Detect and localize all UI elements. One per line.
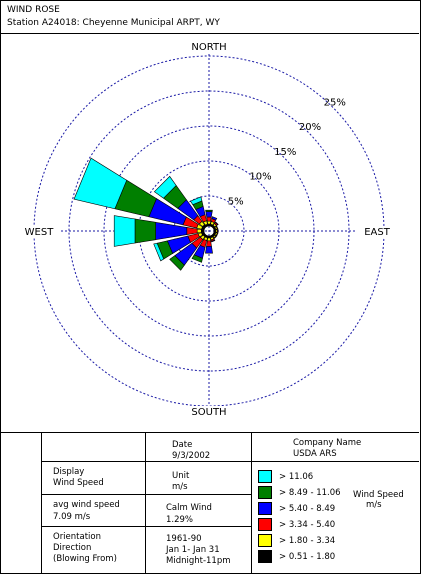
compass-label-bg	[189, 406, 229, 418]
table-divider	[41, 494, 251, 495]
blowing-from-label: (Blowing From)	[53, 554, 117, 564]
petal-ene-bin3	[215, 225, 219, 230]
petal-s-bin2	[205, 246, 213, 254]
legend-label: > 8.49 - 11.06	[279, 488, 341, 498]
petal-s-bin4	[207, 237, 211, 242]
petal-n-bin2	[205, 211, 213, 218]
petal-sse-bin2	[211, 239, 216, 243]
table-divider	[41, 526, 251, 527]
compass-label-bg	[189, 41, 229, 53]
compass-label-bg	[357, 226, 397, 238]
petal-e-bin5	[213, 229, 217, 233]
legend-label: > 1.80 - 3.34	[279, 536, 336, 546]
ring-label: 15%	[274, 147, 296, 158]
petal-w-bin3	[186, 227, 198, 235]
legend-swatch	[258, 470, 272, 483]
direction-label: Direction	[53, 543, 92, 553]
petal-s-bin3	[206, 240, 212, 247]
header: WIND ROSE Station A24018: Cheyenne Munic…	[1, 1, 419, 34]
display-label-2: Wind Speed	[53, 478, 104, 488]
ring-label: 5%	[228, 196, 244, 207]
table-divider	[41, 433, 42, 573]
legend-unit: m/s	[366, 500, 382, 510]
petal-sw-bin1	[169, 255, 185, 271]
period-years: 1961-90	[166, 534, 202, 544]
ring-label: 25%	[324, 97, 346, 108]
table-divider	[251, 461, 419, 462]
info-table: Date 9/3/2002 Company Name USDA ARS Disp…	[1, 432, 419, 573]
compass-label: EAST	[364, 227, 391, 238]
legend-swatch	[258, 502, 272, 515]
ring-label: 20%	[299, 122, 321, 133]
table-divider	[145, 433, 146, 573]
petal-w-bin0	[113, 215, 136, 247]
legend: > 11.06 > 8.49 - 11.06 > 5.40 - 8.49 > 3…	[252, 462, 419, 572]
chart-title: WIND ROSE	[7, 5, 60, 15]
calm-wind-value: 1.29%	[166, 515, 194, 525]
petal-n-bin1	[205, 209, 213, 212]
unit-label: Unit	[172, 471, 190, 481]
station-label: Station A24018: Cheyenne Municipal ARPT,…	[7, 18, 220, 28]
calm-wind-label: Calm Wind	[166, 503, 212, 513]
petal-s-bin5	[207, 235, 211, 239]
avg-wind-label: avg wind speed	[53, 500, 120, 510]
ring-label: 10%	[249, 172, 271, 183]
petal-n-bin4	[207, 220, 211, 225]
date-value: 9/3/2002	[172, 451, 211, 461]
table-divider	[251, 433, 252, 573]
petal-ese-bin3	[215, 232, 219, 237]
orientation-label: Orientation	[53, 532, 101, 542]
company-value: USDA ARS	[293, 449, 337, 459]
legend-label: > 5.40 - 8.49	[279, 504, 336, 514]
petal-nnw-bin0	[190, 196, 203, 206]
petal-wsw-bin0	[153, 242, 165, 262]
petal-nne-bin2	[211, 216, 218, 221]
legend-swatch	[258, 534, 272, 547]
period-hours: Midnight-11pm	[166, 556, 231, 566]
compass-label: NORTH	[191, 42, 226, 53]
petal-n-bin5	[207, 223, 211, 227]
company-label: Company Name	[293, 438, 362, 448]
petal-se-bin3	[213, 235, 217, 239]
display-label: Display	[53, 467, 85, 477]
petal-w-bin4	[196, 228, 202, 234]
avg-wind-value: 7.09 m/s	[53, 512, 91, 522]
legend-swatch	[258, 518, 272, 531]
petal-wnw-bin0	[73, 157, 128, 210]
legend-label: > 0.51 - 1.80	[279, 552, 336, 562]
period-dates: Jan 1- Jan 31	[166, 545, 220, 555]
legend-title: Wind Speed	[353, 490, 404, 500]
legend-swatch	[258, 486, 272, 499]
wind-rose-plot: 5% 10% 15% 20% 25% NORTH SOUTH EAST WEST	[19, 41, 397, 418]
compass-label-bg	[19, 226, 59, 238]
petal-ssw-bin1	[191, 254, 203, 263]
legend-swatch	[258, 550, 272, 563]
petal-e-bin3	[217, 229, 219, 233]
date-label: Date	[172, 440, 193, 450]
petal-nw-bin0	[153, 175, 177, 199]
petal-w-bin1	[134, 218, 156, 244]
legend-label: > 11.06	[279, 472, 314, 482]
compass-label: WEST	[25, 227, 55, 238]
petal-ne-bin2	[214, 221, 219, 226]
table-divider	[41, 461, 251, 462]
wind-rose: 5% 10% 15% 20% 25% NORTH SOUTH EAST WEST	[1, 34, 419, 432]
petal-n-bin3	[206, 216, 212, 222]
unit-value: m/s	[172, 482, 188, 492]
compass-label: SOUTH	[191, 407, 226, 418]
legend-label: > 3.34 - 5.40	[279, 520, 336, 530]
